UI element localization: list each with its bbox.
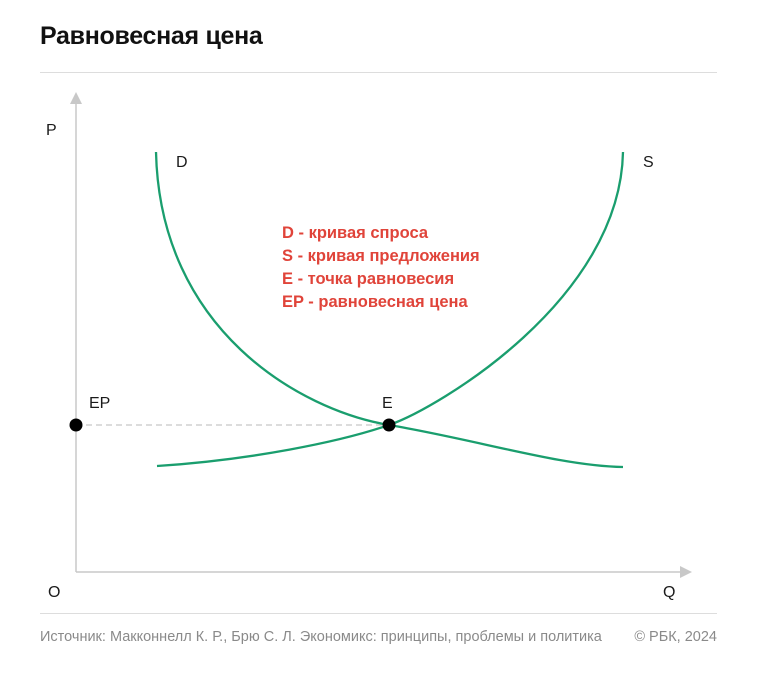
equilibrium-point-label: E xyxy=(382,395,393,412)
y-axis-label: P xyxy=(46,122,57,139)
demand-curve xyxy=(154,151,624,469)
legend-item: D - кривая спроса xyxy=(282,224,429,242)
x-axis-label: Q xyxy=(663,584,675,601)
footer-divider xyxy=(40,613,717,614)
copyright-note: © РБК, 2024 xyxy=(634,629,717,645)
origin-label: O xyxy=(48,584,60,601)
demand-curve-label: D xyxy=(176,154,188,171)
equilibrium-point-marker xyxy=(382,418,396,432)
supply-curve xyxy=(156,151,625,468)
header-divider xyxy=(40,72,717,73)
chart-legend: D - кривая спроса S - кривая предложения… xyxy=(282,224,480,311)
x-axis-arrow-icon xyxy=(680,566,692,578)
page-title: Равновесная цена xyxy=(40,22,263,50)
source-note: Источник: Макконнелл К. Р., Брю С. Л. Эк… xyxy=(40,629,602,645)
legend-item: EP - равновесная цена xyxy=(282,293,469,311)
legend-item: S - кривая предложения xyxy=(282,247,480,265)
legend-item: E - точка равновесия xyxy=(282,270,454,288)
y-axis-arrow-icon xyxy=(70,92,82,104)
supply-curve-label: S xyxy=(643,154,654,171)
equilibrium-price-label: EP xyxy=(89,395,110,412)
equilibrium-price-marker xyxy=(69,418,83,432)
